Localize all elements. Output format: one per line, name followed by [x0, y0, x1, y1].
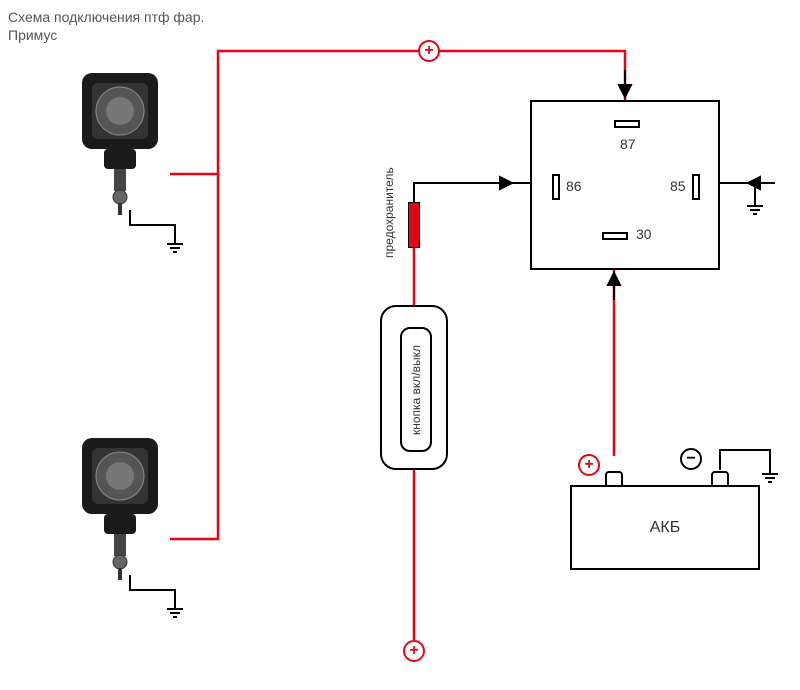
plus-icon: +: [403, 640, 425, 662]
relay-label-30: 30: [636, 226, 652, 242]
title-line1: Схема подключения птф фар.: [8, 9, 204, 25]
ground-icon: [745, 200, 765, 220]
ground-icon: [760, 468, 780, 488]
relay-label-85: 85: [670, 178, 686, 194]
relay-pin-30: [602, 232, 628, 240]
switch-button-label: кнопка вкл/выкл: [409, 344, 423, 434]
plus-icon: +: [418, 40, 440, 62]
fog-lamp-right: [70, 430, 170, 560]
plus-icon: +: [578, 454, 600, 476]
minus-icon: −: [680, 448, 702, 470]
title-line2: Примус: [8, 27, 57, 43]
battery-label: АКБ: [650, 519, 681, 537]
battery-terminal-minus: [711, 471, 729, 485]
fog-lamp-left: [70, 65, 170, 195]
fuse: [408, 202, 420, 248]
switch-button: кнопка вкл/выкл: [380, 305, 448, 470]
diagram-canvas: Схема подключения птф фар. Примус: [0, 0, 800, 690]
relay-label-86: 86: [566, 178, 582, 194]
page-title: Схема подключения птф фар. Примус: [8, 8, 204, 44]
ground-icon: [165, 238, 185, 258]
relay-pin-86: [552, 174, 560, 200]
relay: 87 86 85 30: [530, 100, 720, 270]
switch-button-inner: кнопка вкл/выкл: [400, 327, 432, 452]
relay-label-87: 87: [620, 136, 636, 152]
battery: АКБ: [570, 485, 760, 570]
relay-pin-87: [614, 120, 640, 128]
battery-terminal-plus: [605, 471, 623, 485]
ground-icon: [165, 603, 185, 623]
fuse-label: предохранитель: [382, 167, 396, 258]
relay-pin-85: [692, 174, 700, 200]
